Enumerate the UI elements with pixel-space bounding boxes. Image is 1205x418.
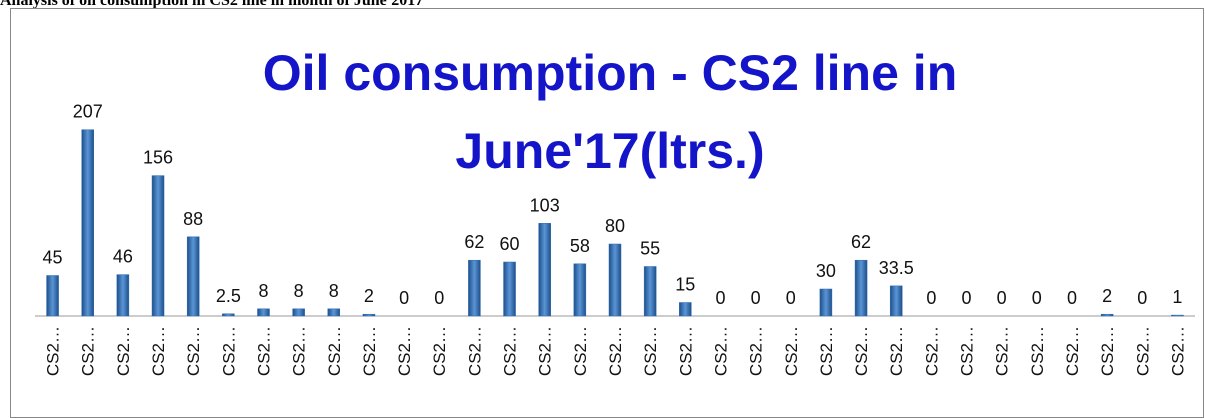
bar	[293, 309, 305, 316]
x-tick-label: CS2…	[254, 326, 273, 376]
bar	[504, 262, 516, 316]
bar	[187, 237, 199, 316]
data-label: 2	[1102, 286, 1112, 306]
data-label: 0	[1067, 288, 1077, 308]
data-label: 0	[1032, 288, 1042, 308]
data-label: 8	[294, 281, 304, 301]
data-label: 2	[364, 286, 374, 306]
bar	[47, 276, 59, 317]
bar	[820, 289, 832, 316]
bar	[644, 267, 656, 317]
x-tick-label: CS2…	[641, 326, 660, 376]
data-label: 0	[1137, 288, 1147, 308]
data-label: 30	[816, 261, 836, 281]
x-tick-label: CS2…	[747, 326, 766, 376]
x-tick-label: CS2…	[395, 326, 414, 376]
bar	[152, 176, 164, 316]
data-label: 0	[786, 288, 796, 308]
data-label: 62	[851, 232, 871, 252]
bar	[1101, 314, 1113, 316]
data-label: 156	[143, 148, 173, 168]
data-label: 62	[464, 232, 484, 252]
x-tick-label: CS2…	[1098, 326, 1117, 376]
data-label: 8	[258, 281, 268, 301]
data-label: 80	[605, 216, 625, 236]
x-tick-label: CS2…	[114, 326, 133, 376]
page: {"heading": "Analysis of oil consumption…	[0, 0, 1205, 412]
data-label: 55	[640, 239, 660, 259]
bar	[363, 314, 375, 316]
x-tick-label: CS2…	[922, 326, 941, 376]
x-tick-label: CS2…	[1028, 326, 1047, 376]
x-tick-label: CS2…	[1168, 326, 1187, 376]
bar	[574, 264, 586, 316]
bar	[257, 309, 269, 316]
data-label: 103	[530, 195, 560, 215]
x-tick-label: CS2…	[430, 326, 449, 376]
x-tick-label: CS2…	[606, 326, 625, 376]
x-tick-label: CS2…	[1133, 326, 1152, 376]
x-tick-label: CS2…	[711, 326, 730, 376]
x-tick-label: CS2…	[44, 326, 63, 376]
bar	[855, 260, 867, 316]
bar	[222, 314, 234, 316]
data-label: 88	[183, 209, 203, 229]
x-tick-label: CS2…	[360, 326, 379, 376]
x-tick-label: CS2…	[571, 326, 590, 376]
x-tick-label: CS2…	[676, 326, 695, 376]
x-tick-label: CS2…	[325, 326, 344, 376]
data-label: 60	[500, 234, 520, 254]
data-label: 58	[570, 236, 590, 256]
bar	[328, 309, 340, 316]
x-tick-label: CS2…	[184, 326, 203, 376]
data-label: 33.5	[879, 258, 914, 278]
bar	[1171, 315, 1183, 316]
bar	[82, 130, 94, 316]
x-tick-label: CS2…	[958, 326, 977, 376]
bar	[679, 303, 691, 317]
bar	[468, 260, 480, 316]
data-label: 15	[675, 275, 695, 295]
data-label: 0	[399, 288, 409, 308]
data-label: 0	[997, 288, 1007, 308]
x-tick-label: CS2…	[501, 326, 520, 376]
x-tick-label: CS2…	[536, 326, 555, 376]
data-label: 0	[434, 288, 444, 308]
x-tick-label: CS2…	[290, 326, 309, 376]
bar	[539, 223, 551, 316]
data-label: 46	[113, 247, 133, 267]
data-label: 0	[751, 288, 761, 308]
x-tick-label: CS2…	[149, 326, 168, 376]
x-tick-label: CS2…	[465, 326, 484, 376]
data-label: 0	[926, 288, 936, 308]
bar	[609, 244, 621, 316]
x-tick-label: CS2…	[79, 326, 98, 376]
x-tick-label: CS2…	[1063, 326, 1082, 376]
x-tick-label: CS2…	[219, 326, 238, 376]
bar	[890, 286, 902, 316]
x-tick-label: CS2…	[887, 326, 906, 376]
x-tick-label: CS2…	[993, 326, 1012, 376]
data-label: 8	[329, 281, 339, 301]
data-label: 0	[715, 288, 725, 308]
x-tick-label: CS2…	[817, 326, 836, 376]
data-label: 2.5	[216, 286, 241, 306]
x-tick-label: CS2…	[852, 326, 871, 376]
data-label: 1	[1172, 287, 1182, 307]
data-label: 0	[962, 288, 972, 308]
bar	[117, 275, 129, 316]
chart: CS2…45CS2…207CS2…46CS2…156CS2…88CS2…2.5C…	[0, 0, 1205, 412]
x-tick-label: CS2…	[782, 326, 801, 376]
data-label: 45	[43, 248, 63, 268]
data-label: 207	[73, 102, 103, 122]
